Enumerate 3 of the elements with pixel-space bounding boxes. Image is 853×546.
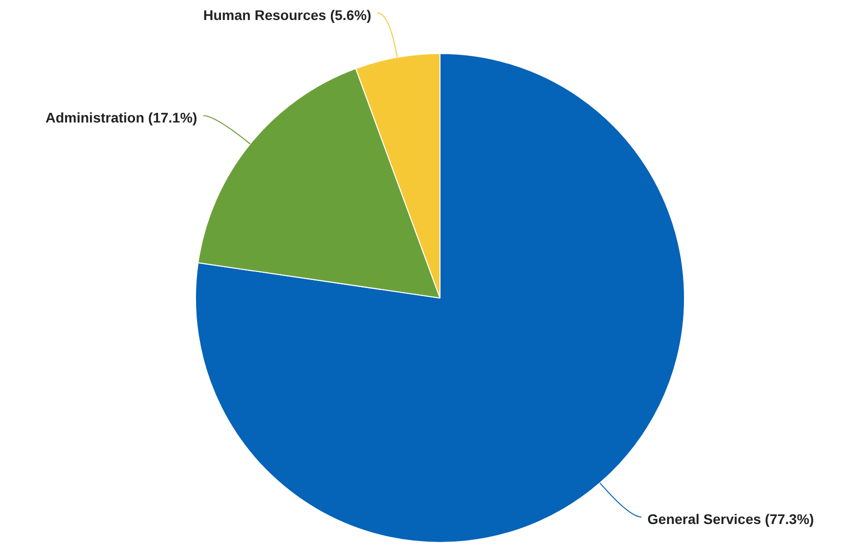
slice-label: Human Resources (5.6%) [203, 6, 372, 23]
slice-label: Administration (17.1%) [46, 109, 198, 126]
slice-label: General Services (77.3%) [647, 510, 814, 527]
